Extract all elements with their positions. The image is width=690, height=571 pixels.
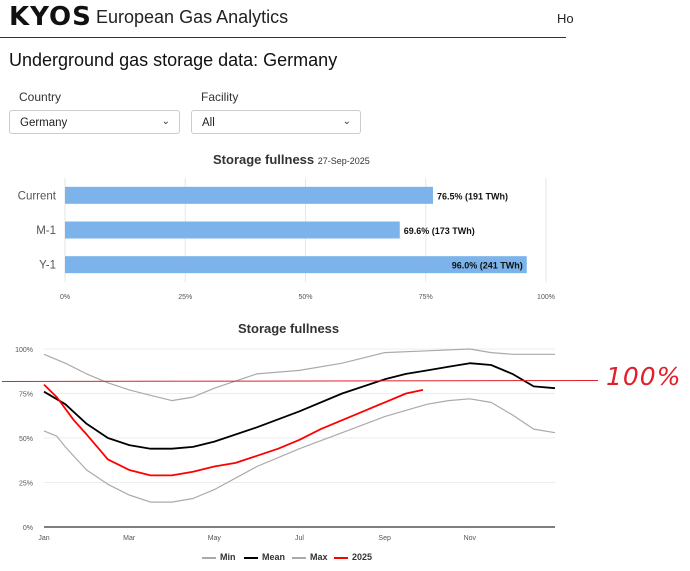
legend-label: 2025	[352, 552, 373, 562]
legend-item-mean[interactable]: Mean	[244, 552, 285, 562]
chevron-down-icon: ⌄	[161, 116, 170, 127]
legend-item-min[interactable]: Min	[202, 552, 236, 562]
country-select-value: Germany	[20, 117, 68, 129]
series-line-min	[43, 398, 556, 503]
kyos-logo[interactable]: KYOS	[9, 2, 92, 32]
y-tick-label: 25%	[19, 481, 33, 488]
legend-label: Max	[310, 552, 328, 562]
x-tick-label: 100%	[537, 294, 555, 301]
app-title: European Gas Analytics	[96, 7, 289, 27]
bar-chart-date: 27-Sep-2025	[317, 156, 370, 166]
bar-y-1	[65, 256, 527, 274]
y-tick-label: 0%	[23, 525, 33, 532]
storage-fullness-bar-chart: 0% 25% 50% 75% 100% Current 76.5% (191 TWh) M-1…	[18, 178, 555, 301]
x-tick-label: May	[208, 535, 222, 542]
top-navbar: KYOS European Gas Analytics Ho	[0, 0, 574, 38]
nav-home-link[interactable]: Ho	[557, 11, 574, 26]
legend-swatch	[334, 556, 348, 559]
bar-chart-title-text: Storage fullness	[213, 152, 315, 167]
country-select[interactable]: Germany ⌄	[9, 110, 180, 134]
bar-data-label: 69.6% (173 TWh)	[404, 226, 475, 236]
x-tick-label: Jan	[38, 535, 49, 542]
bar-chart-title: Storage fullness 27-Sep-2025	[213, 152, 370, 167]
storage-fullness-line-chart: 0% 25% 50% 75% 100% Jan Mar May Jul Sep Nov	[15, 347, 556, 542]
category-label: Current	[18, 190, 57, 202]
bar-current	[65, 186, 433, 204]
series-line-mean	[43, 362, 556, 450]
line-chart-title: Storage fullness	[238, 321, 340, 336]
x-tick-label: Sep	[378, 535, 391, 542]
bar-data-label: 76.5% (191 TWh)	[437, 191, 508, 201]
y-tick-label: 50%	[19, 436, 33, 443]
legend-label: Mean	[262, 552, 286, 562]
category-label: M-1	[36, 225, 56, 237]
facility-label: Facility	[201, 90, 239, 104]
x-tick-label: 50%	[298, 294, 312, 301]
category-label: Y-1	[39, 260, 56, 272]
series-line-max	[43, 348, 555, 402]
legend-item-2025[interactable]: 2025	[334, 552, 372, 562]
x-tick-label: 25%	[178, 294, 192, 301]
facility-select[interactable]: All ⌄	[191, 110, 361, 134]
country-label: Country	[19, 90, 62, 104]
facility-select-value: All	[202, 117, 215, 129]
x-tick-label: Nov	[464, 535, 477, 542]
x-tick-label: Jul	[295, 535, 304, 542]
x-tick-label: 75%	[419, 294, 433, 301]
bar-data-label: 96.0% (241 TWh)	[452, 261, 523, 271]
handwritten-annotation: 100%	[606, 362, 682, 391]
series-line-2025	[43, 383, 424, 477]
x-tick-label: Mar	[123, 535, 136, 542]
legend-item-max[interactable]: Max	[292, 552, 328, 562]
y-tick-label: 100%	[15, 347, 33, 354]
legend-label: Min	[220, 552, 236, 562]
legend-swatch	[292, 556, 306, 559]
legend-swatch	[244, 556, 258, 559]
y-tick-label: 75%	[19, 392, 33, 399]
x-tick-label: 0%	[60, 294, 70, 301]
legend-swatch	[202, 556, 216, 559]
bar-m-1	[65, 221, 400, 239]
logo-text: KYOS	[9, 2, 92, 32]
chevron-down-icon: ⌄	[342, 116, 351, 127]
page-title: Underground gas storage data: Germany	[9, 50, 338, 70]
